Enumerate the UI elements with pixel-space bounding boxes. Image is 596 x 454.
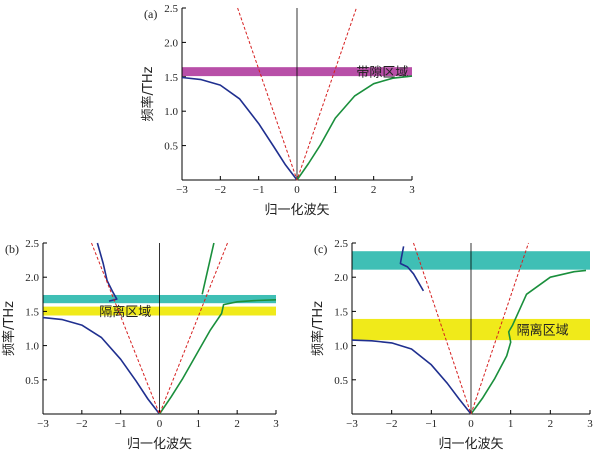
chart-panel-2: 隔离区域 −3 −2 −1 0 1 2 3 0.5 1.0 1.5 2.0 2.5 (c) 归一化波矢 频率/… bbox=[310, 238, 593, 452]
panel-label: (b) bbox=[5, 242, 19, 256]
y-axis-label: 频率/THz bbox=[140, 66, 156, 121]
y-tick-label: 1.5 bbox=[334, 306, 348, 318]
y-tick-label: 2.5 bbox=[334, 238, 348, 250]
x-tick-label: 0 bbox=[157, 418, 163, 430]
x-axis-label: 归一化波矢 bbox=[438, 437, 503, 452]
x-tick-label: −1 bbox=[425, 418, 437, 430]
y-tick-label: 2.0 bbox=[334, 272, 348, 284]
band-label: 隔离区域 bbox=[517, 323, 569, 339]
y-tick-label: 1.5 bbox=[164, 72, 178, 84]
x-tick-label: −2 bbox=[76, 418, 88, 430]
x-tick-label: −2 bbox=[214, 184, 226, 196]
y-tick-label: 1.5 bbox=[25, 306, 39, 318]
x-tick-label: −3 bbox=[176, 184, 188, 196]
panel-label: (a) bbox=[144, 7, 157, 21]
x-tick-label: −2 bbox=[386, 418, 398, 430]
x-tick-label: 1 bbox=[333, 184, 339, 196]
series-line bbox=[91, 242, 228, 415]
y-tick-label: 0.5 bbox=[164, 141, 178, 153]
y-tick-label: 2.0 bbox=[164, 37, 178, 49]
chart-panel-1: 隔离区域 −3 −2 −1 0 1 2 3 0.5 1.0 1.5 2.0 2.5 (b) 归一化波矢 频率/… bbox=[1, 238, 279, 452]
series-line bbox=[158, 299, 277, 415]
chart-panel-0: 带隙区域 −3 −2 −1 0 1 2 3 0.5 1.0 1.5 2.0 2.5 (a) 归一化波矢 频率/… bbox=[140, 3, 415, 218]
y-tick-label: 0.5 bbox=[334, 375, 348, 387]
series-line bbox=[181, 76, 298, 181]
series-line bbox=[351, 339, 472, 415]
x-tick-label: 0 bbox=[468, 418, 474, 430]
y-tick-label: 1.0 bbox=[334, 341, 348, 353]
series-line bbox=[201, 242, 215, 295]
band-label: 带隙区域 bbox=[356, 66, 408, 81]
series-line bbox=[237, 7, 357, 181]
x-tick-label: −3 bbox=[37, 418, 49, 430]
series-line bbox=[42, 316, 161, 415]
series-line bbox=[470, 269, 587, 415]
x-axis-label: 归一化波矢 bbox=[264, 203, 329, 218]
x-tick-label: 3 bbox=[273, 418, 279, 430]
x-tick-label: 3 bbox=[587, 418, 593, 430]
y-tick-label: 1.0 bbox=[25, 341, 39, 353]
x-tick-label: 2 bbox=[234, 418, 240, 430]
y-tick-label: 2.5 bbox=[164, 3, 178, 15]
x-tick-label: −3 bbox=[346, 418, 358, 430]
y-axis-label: 频率/THz bbox=[1, 301, 17, 356]
x-tick-label: 2 bbox=[548, 418, 554, 430]
series-line bbox=[413, 242, 529, 415]
x-tick-label: 0 bbox=[294, 184, 300, 196]
y-tick-label: 1.0 bbox=[164, 106, 178, 118]
series-line bbox=[296, 75, 413, 181]
x-tick-label: 3 bbox=[409, 184, 415, 196]
y-tick-label: 0.5 bbox=[25, 375, 39, 387]
x-tick-label: −1 bbox=[115, 418, 127, 430]
y-tick-label: 2.5 bbox=[25, 238, 39, 250]
band-label: 隔离区域 bbox=[99, 304, 151, 320]
x-axis-label: 归一化波矢 bbox=[127, 437, 192, 452]
series-line bbox=[399, 246, 425, 292]
y-tick-label: 2.0 bbox=[25, 272, 39, 284]
panel-label: (c) bbox=[314, 242, 327, 256]
series-line bbox=[96, 242, 118, 302]
x-tick-label: 2 bbox=[371, 184, 377, 196]
x-tick-label: 1 bbox=[196, 418, 202, 430]
x-tick-label: −1 bbox=[253, 184, 265, 196]
x-tick-label: 1 bbox=[508, 418, 514, 430]
y-axis-label: 频率/THz bbox=[310, 301, 326, 356]
